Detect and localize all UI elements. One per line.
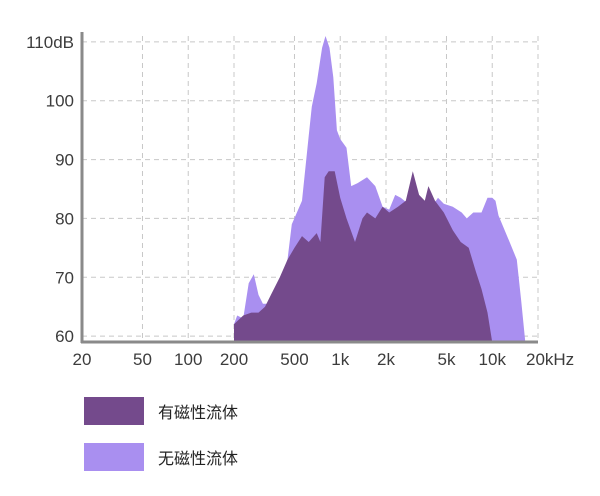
x-tick-label: 20 <box>73 350 92 369</box>
frequency-response-chart: 20 50 100 200 500 1k 2k 5k 10k 20kHz 110dB 100 90 80 7… <box>26 32 574 369</box>
x-tick-label: 10k <box>479 350 507 369</box>
y-tick-label: 80 <box>55 209 74 228</box>
legend-label-without-ferrofluid: 无磁性流体 <box>158 449 239 468</box>
series-areas <box>234 36 526 342</box>
legend-item-with-ferrofluid: 有磁性流体 <box>84 397 238 425</box>
legend-swatch-with-ferrofluid <box>84 397 144 425</box>
legend-swatch-without-ferrofluid <box>84 443 144 471</box>
y-tick-label: 90 <box>55 151 74 170</box>
legend-item-without-ferrofluid: 无磁性流体 <box>84 443 238 471</box>
x-tick-label: 200 <box>220 350 248 369</box>
area-with-ferrofluid <box>234 171 493 342</box>
x-tick-label: 2k <box>377 350 395 369</box>
x-tick-label: 5k <box>438 350 456 369</box>
y-tick-label: 60 <box>55 327 74 346</box>
x-tick-label: 100 <box>174 350 202 369</box>
y-tick-label: 110dB <box>26 33 74 52</box>
x-tick-label: 50 <box>133 350 152 369</box>
y-tick-label: 70 <box>55 268 74 287</box>
legend-label-with-ferrofluid: 有磁性流体 <box>158 403 239 422</box>
x-tick-label: 20kHz <box>526 350 574 369</box>
x-tick-label: 500 <box>280 350 308 369</box>
x-tick-label: 1k <box>331 350 349 369</box>
tick-labels: 20 50 100 200 500 1k 2k 5k 10k 20kHz 110dB 100 90 80 7… <box>26 33 574 369</box>
y-tick-label: 100 <box>46 92 74 111</box>
axes <box>80 32 538 344</box>
